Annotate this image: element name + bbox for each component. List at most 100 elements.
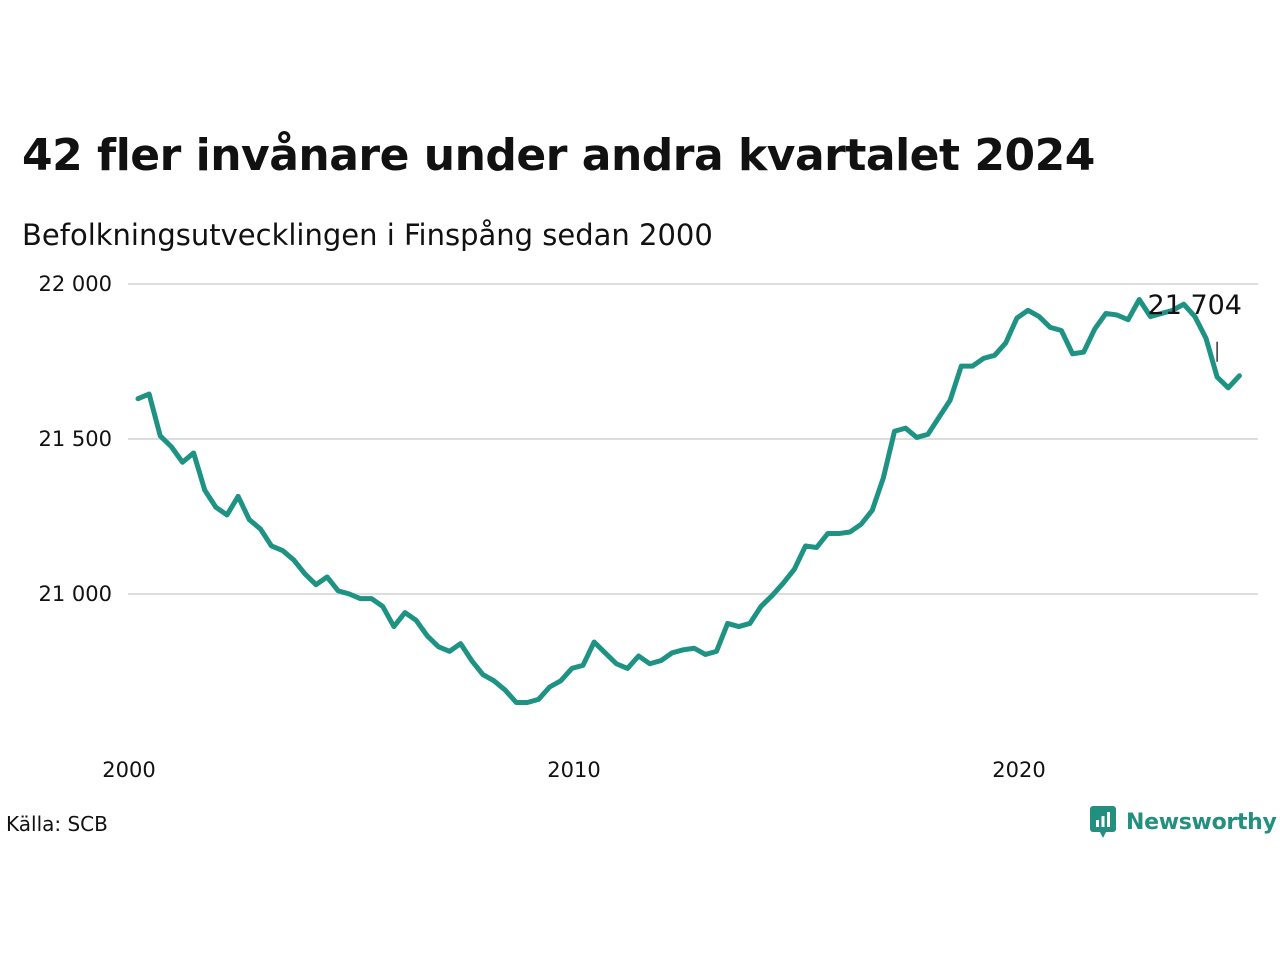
data-point: [847, 529, 853, 535]
data-point: [246, 517, 252, 523]
data-point: [1058, 328, 1064, 334]
data-point: [1036, 314, 1042, 320]
data-point: [903, 425, 909, 431]
data-point: [1236, 373, 1242, 379]
data-point: [925, 431, 931, 437]
series-line: [135, 297, 1242, 705]
data-point: [302, 571, 308, 577]
data-point: [458, 641, 464, 647]
data-point: [180, 459, 186, 465]
data-point: [714, 648, 720, 654]
data-point: [836, 531, 842, 537]
data-point: [1214, 374, 1220, 380]
data-point: [1136, 297, 1142, 303]
data-point: [480, 672, 486, 678]
brand-name: Newsworthy: [1126, 809, 1277, 835]
data-point: [157, 433, 163, 439]
data-point: [502, 687, 508, 693]
data-point: [702, 651, 708, 657]
brand-logo[interactable]: Newsworthy: [1088, 804, 1277, 840]
data-point: [1092, 326, 1098, 332]
annotation-label: 21 704: [1148, 290, 1242, 321]
data-point: [536, 696, 542, 702]
x-tick-label: 2010: [547, 758, 600, 782]
data-point: [269, 543, 275, 549]
y-axis-tick-labels: 21 000 21 500 22 000: [39, 272, 112, 606]
data-point: [691, 645, 697, 651]
data-point: [1070, 351, 1076, 357]
data-point: [791, 566, 797, 572]
data-point: [769, 593, 775, 599]
data-point: [992, 352, 998, 358]
data-point: [369, 596, 375, 602]
data-point: [892, 428, 898, 434]
data-point: [435, 644, 441, 650]
annotation-group: 21 704: [1148, 290, 1242, 362]
data-point: [625, 665, 631, 671]
y-tick-label: 21 500: [39, 427, 112, 451]
data-point: [202, 487, 208, 493]
x-tick-label: 2020: [992, 758, 1045, 782]
data-point: [324, 574, 330, 580]
data-point: [1025, 307, 1031, 313]
data-point: [1103, 310, 1109, 316]
data-point: [981, 355, 987, 361]
data-point: [958, 363, 964, 369]
data-point: [235, 493, 241, 499]
data-point: [280, 548, 286, 554]
data-point: [658, 658, 664, 664]
newsworthy-logo-icon: [1090, 806, 1116, 838]
data-point: [547, 684, 553, 690]
y-tick-label: 21 000: [39, 582, 112, 606]
data-point: [402, 610, 408, 616]
data-point: [513, 700, 519, 706]
data-point: [1125, 317, 1131, 323]
chart-title: 42 fler invånare under andra kvartalet 2…: [22, 130, 1095, 181]
y-tick-label: 22 000: [39, 272, 112, 296]
data-point: [1003, 340, 1009, 346]
data-point: [680, 647, 686, 653]
data-point: [191, 450, 197, 456]
data-point: [469, 658, 475, 664]
data-point: [914, 434, 920, 440]
data-point: [780, 580, 786, 586]
data-point: [725, 620, 731, 626]
data-point: [613, 661, 619, 667]
data-point: [380, 603, 386, 609]
chart-subtitle: Befolkningsutvecklingen i Finspång sedan…: [22, 218, 713, 252]
data-point: [313, 582, 319, 588]
data-point: [569, 665, 575, 671]
data-point: [291, 557, 297, 563]
data-point: [869, 507, 875, 513]
data-point: [213, 504, 219, 510]
data-point: [1225, 385, 1231, 391]
data-point: [224, 512, 230, 518]
x-axis-tick-labels: 2000 2010 2020: [102, 758, 1045, 782]
data-point: [1081, 349, 1087, 355]
data-point: [636, 653, 642, 659]
data-point: [524, 700, 530, 706]
data-point: [747, 620, 753, 626]
data-point: [858, 521, 864, 527]
data-point: [424, 633, 430, 639]
data-point: [257, 526, 263, 532]
data-point: [447, 648, 453, 654]
data-point: [168, 444, 174, 450]
data-point: [146, 391, 152, 397]
data-point: [803, 543, 809, 549]
data-point: [346, 591, 352, 597]
data-point: [1114, 312, 1120, 318]
data-point: [825, 531, 831, 537]
data-point: [647, 661, 653, 667]
data-point: [880, 475, 886, 481]
data-point: [969, 363, 975, 369]
data-point: [947, 397, 953, 403]
series-group: [135, 297, 1242, 706]
data-point: [135, 396, 141, 402]
data-point: [936, 414, 942, 420]
source-label: Källa: SCB: [6, 812, 108, 836]
data-point: [558, 678, 564, 684]
data-point: [1203, 335, 1209, 341]
data-point: [669, 650, 675, 656]
